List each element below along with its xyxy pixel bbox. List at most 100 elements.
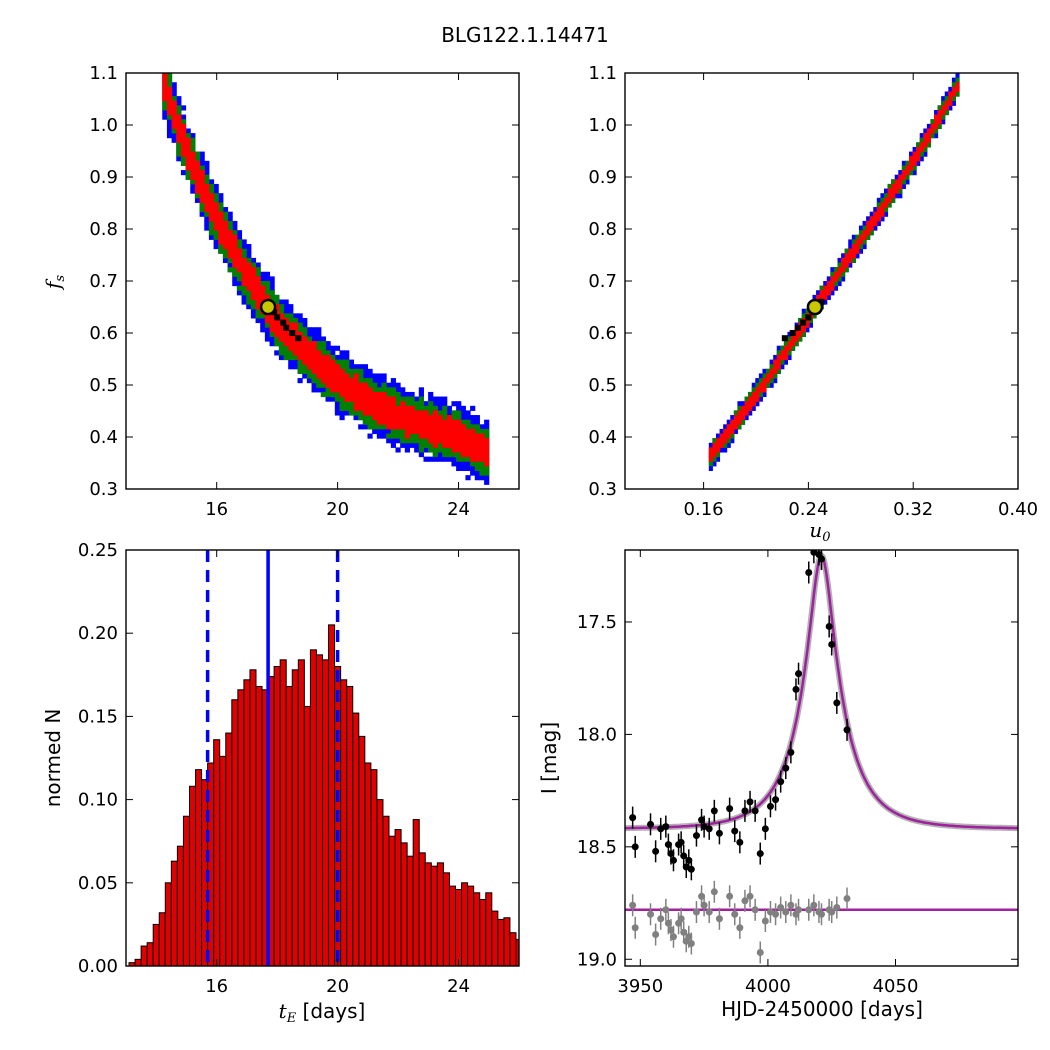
tE-fs-green-cell xyxy=(414,438,420,444)
u0-fs-blue-cell xyxy=(869,211,874,217)
tE-fs-red-cell xyxy=(311,345,317,351)
tE-fs-green-cell xyxy=(166,82,173,88)
tE-fs-red-cell xyxy=(353,396,359,402)
tE-fs-red-cell xyxy=(236,253,243,259)
tE-fs-red-cell xyxy=(334,368,341,374)
residual-point xyxy=(664,919,672,927)
tE-fs-red-cell xyxy=(297,341,303,347)
u0-fs-green-cell xyxy=(934,128,939,134)
tE-fs-green-cell xyxy=(283,345,289,351)
tE-fs-red-cell xyxy=(367,410,373,416)
tE-fs-green-cell xyxy=(306,373,313,379)
u0-fs-red-cell xyxy=(937,119,942,125)
tE-fs-red-cell xyxy=(250,281,257,287)
tE-fs-red-cell xyxy=(292,341,299,347)
tE-fs-red-cell xyxy=(236,262,243,268)
tE-fs-blue-cell xyxy=(386,428,392,435)
u0-fs-red-cell xyxy=(798,331,803,337)
tE-fs-red-cell xyxy=(418,410,424,416)
tE-fs-green-cell xyxy=(325,350,331,356)
u0-fs-green-cell xyxy=(883,193,889,199)
tE-fs-blue-cell xyxy=(283,304,289,310)
tE-fs-blue-cell xyxy=(297,313,303,319)
u0-fs-green-cell xyxy=(923,146,928,153)
tE-fs-green-cell xyxy=(474,428,480,435)
u0-fs-green-cell xyxy=(837,262,842,268)
tE-fs-red-cell xyxy=(288,341,294,347)
tE-fs-red-cell xyxy=(339,382,345,388)
u0-fs-green-cell xyxy=(791,345,796,351)
u0-fs-red-cell xyxy=(923,142,928,148)
u0-fs-blue-cell xyxy=(873,207,878,213)
tE-fs-blue-cell xyxy=(232,225,238,231)
tE-fs-green-cell xyxy=(208,230,215,236)
tE-fs-green-cell xyxy=(372,387,378,393)
tE-fs-red-cell xyxy=(442,428,448,435)
tE-fs-red-cell xyxy=(171,100,177,106)
tE-fs-red-cell xyxy=(288,322,294,328)
tE-fs-red-cell xyxy=(180,151,187,157)
u0-fs-red-cell xyxy=(909,156,914,162)
tE-fs-green-cell xyxy=(404,438,410,444)
u0-fs-red-cell xyxy=(751,396,756,402)
tE-fs-red-cell xyxy=(386,401,392,407)
u0-fs-red-cell xyxy=(826,281,831,287)
tE-fs-green-cell xyxy=(278,341,285,347)
tE-fs-red-cell xyxy=(232,234,238,240)
tE-fs-blue-cell xyxy=(213,244,219,250)
tE-fs-red-cell xyxy=(302,341,308,347)
tE-fs-red-cell xyxy=(269,322,275,328)
tE-fs-blue-cell xyxy=(330,396,336,402)
tE-fs-red-cell xyxy=(474,442,480,448)
tE-fs-red-cell xyxy=(204,197,210,203)
u0-fs-ytick-label: 0.3 xyxy=(588,479,617,500)
tE-fs-red-cell xyxy=(437,428,443,435)
tE-fs-green-cell xyxy=(278,308,285,314)
tE-fs-red-cell xyxy=(204,188,210,194)
tE-fs-red-cell xyxy=(465,433,471,439)
u0-fs-red-cell xyxy=(787,345,792,351)
tE-fs-red-cell xyxy=(470,433,476,439)
tE-fs-blue-cell xyxy=(344,354,350,361)
tE-fs-red-cell xyxy=(358,401,364,407)
tE-fs-red-cell xyxy=(316,368,322,374)
u0-fs-blue-cell xyxy=(712,461,717,467)
residual-point xyxy=(805,906,813,914)
tE-histogram-bar xyxy=(376,799,384,966)
tE-fs-red-cell xyxy=(390,401,396,407)
tE-fs-green-cell xyxy=(456,456,462,462)
u0-fs-red-cell xyxy=(733,424,738,430)
tE-fs-blue-cell xyxy=(428,456,434,462)
u0-fs-red-cell xyxy=(880,211,885,217)
u0-fs-blue-cell xyxy=(741,401,746,407)
tE-fs-red-cell xyxy=(423,410,429,416)
tE-fs-red-cell xyxy=(274,322,280,328)
tE-fs-green-cell xyxy=(442,447,448,453)
tE-fs-red-cell xyxy=(227,239,233,245)
tE-fs-green-cell xyxy=(400,438,406,444)
u0-fs-blue-cell xyxy=(755,378,760,384)
tE-fs-red-cell xyxy=(376,415,382,421)
tE-fs-red-cell xyxy=(428,424,434,430)
tE-fs-green-cell xyxy=(241,253,247,259)
u0-fs-ytick-label: 0.6 xyxy=(588,323,617,344)
tE-fs-red-cell xyxy=(311,364,317,370)
lightcurve-plot xyxy=(625,550,1018,964)
u0-fs-blue-cell xyxy=(898,193,903,199)
tE-fs-green-cell xyxy=(316,378,322,384)
tE-fs-blue-cell xyxy=(479,424,485,430)
u0-fs-blue-cell xyxy=(816,290,821,296)
tE-fs-red-cell xyxy=(269,327,275,333)
tE-fs-red-cell xyxy=(353,401,359,407)
tE-fs-blue-cell xyxy=(456,401,462,407)
residual-point xyxy=(726,892,734,900)
tE-fs-blue-cell xyxy=(232,220,238,227)
tE-fs-blue-cell xyxy=(236,234,243,240)
tE-fs-green-cell xyxy=(190,142,196,148)
tE-fs-red-cell xyxy=(166,109,173,116)
tE-fs-blue-cell xyxy=(362,373,369,379)
tE-fs-red-cell xyxy=(348,382,355,388)
u0-fs-red-cell xyxy=(769,368,774,374)
tE-fs-red-cell xyxy=(232,239,238,245)
u0-fs-red-cell xyxy=(866,230,871,236)
